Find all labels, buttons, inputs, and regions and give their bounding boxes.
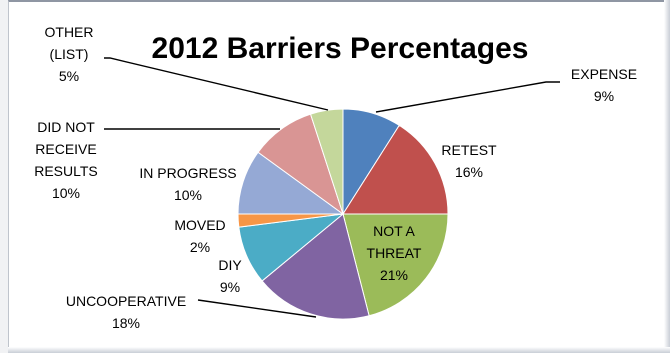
data-label-line: 9% [220,279,240,295]
pie-slice-uncooperative [261,213,370,320]
data-label-other-list-: OTHER (LIST) 5% [45,24,94,84]
chart-title: 2012 Barriers Percentages [152,32,529,65]
data-label-line: 18% [112,315,140,331]
data-label-retest: RETEST 16% [441,142,497,180]
frame-shadow-right [664,0,670,353]
data-label-line: 21% [380,267,408,283]
data-label-moved: MOVED 2% [174,217,225,255]
data-label-line: MOVED [174,217,225,233]
data-label-line: THREAT [367,245,422,261]
leader-uncooperative [197,299,317,318]
data-label-line: 2% [190,239,210,255]
data-label-line: RECEIVE [35,141,96,157]
data-label-line: 16% [455,164,483,180]
slice-labels: EXPENSE 9% RETEST 16% NOT A THREAT 21% UNCOOPER… [34,24,637,331]
leader-expense [375,81,560,113]
leader-lines [104,57,560,318]
pie-slices [237,108,449,320]
pie-slice-not-a-threat [342,213,449,317]
data-label-line: NOT A [373,223,415,239]
data-label-line: UNCOOPERATIVE [66,293,186,309]
data-label-in-progress: IN PROGRESS 10% [139,165,236,203]
data-label-line: 9% [594,88,614,104]
data-label-line: OTHER [45,24,94,40]
data-label-did-not-receive-results: DID NOT RECEIVE RESULTS 10% [34,119,98,201]
data-label-line: DIY [218,257,242,273]
data-label-line: IN PROGRESS [139,165,236,181]
data-label-line: (LIST) [50,46,89,62]
data-label-line: RETEST [441,142,497,158]
data-label-expense: EXPENSE 9% [571,66,637,104]
data-label-line: 5% [59,68,79,84]
pie-slice-retest [342,124,449,215]
data-label-uncooperative: UNCOOPERATIVE 18% [66,293,186,331]
leader-other [104,57,329,111]
data-label-line: 10% [174,187,202,203]
frame-shadow-bottom [8,347,670,353]
data-label-line: EXPENSE [571,66,637,82]
data-label-diy: DIY 9% [218,257,242,295]
data-label-not-a-threat: NOT A THREAT 21% [367,223,422,283]
data-label-line: DID NOT [37,119,95,135]
data-label-line: RESULTS [34,163,98,179]
data-label-line: 10% [52,185,80,201]
